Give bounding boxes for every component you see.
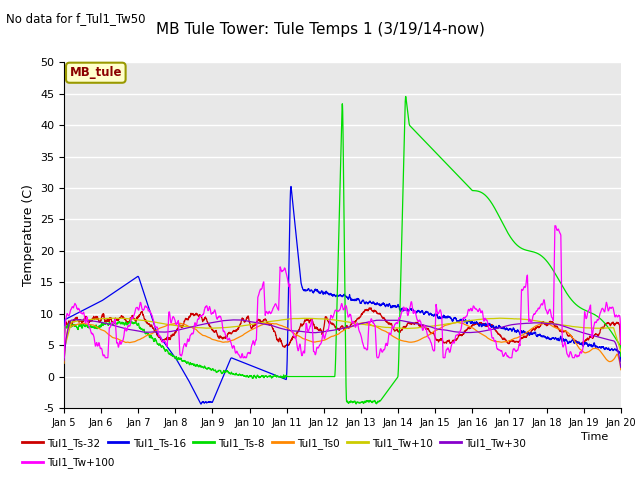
Text: Time: Time	[580, 432, 608, 442]
Text: MB Tule Tower: Tule Temps 1 (3/19/14-now): MB Tule Tower: Tule Temps 1 (3/19/14-now…	[156, 22, 484, 36]
Legend: Tul1_Ts-32, Tul1_Ts-16, Tul1_Ts-8, Tul1_Ts0, Tul1_Tw+10, Tul1_Tw+30: Tul1_Ts-32, Tul1_Ts-16, Tul1_Ts-8, Tul1_…	[18, 434, 530, 453]
Legend: Tul1_Tw+100: Tul1_Tw+100	[18, 453, 118, 472]
Y-axis label: Temperature (C): Temperature (C)	[22, 184, 35, 286]
Text: No data for f_Tul1_Tw50: No data for f_Tul1_Tw50	[6, 12, 146, 25]
Text: MB_tule: MB_tule	[70, 66, 122, 79]
